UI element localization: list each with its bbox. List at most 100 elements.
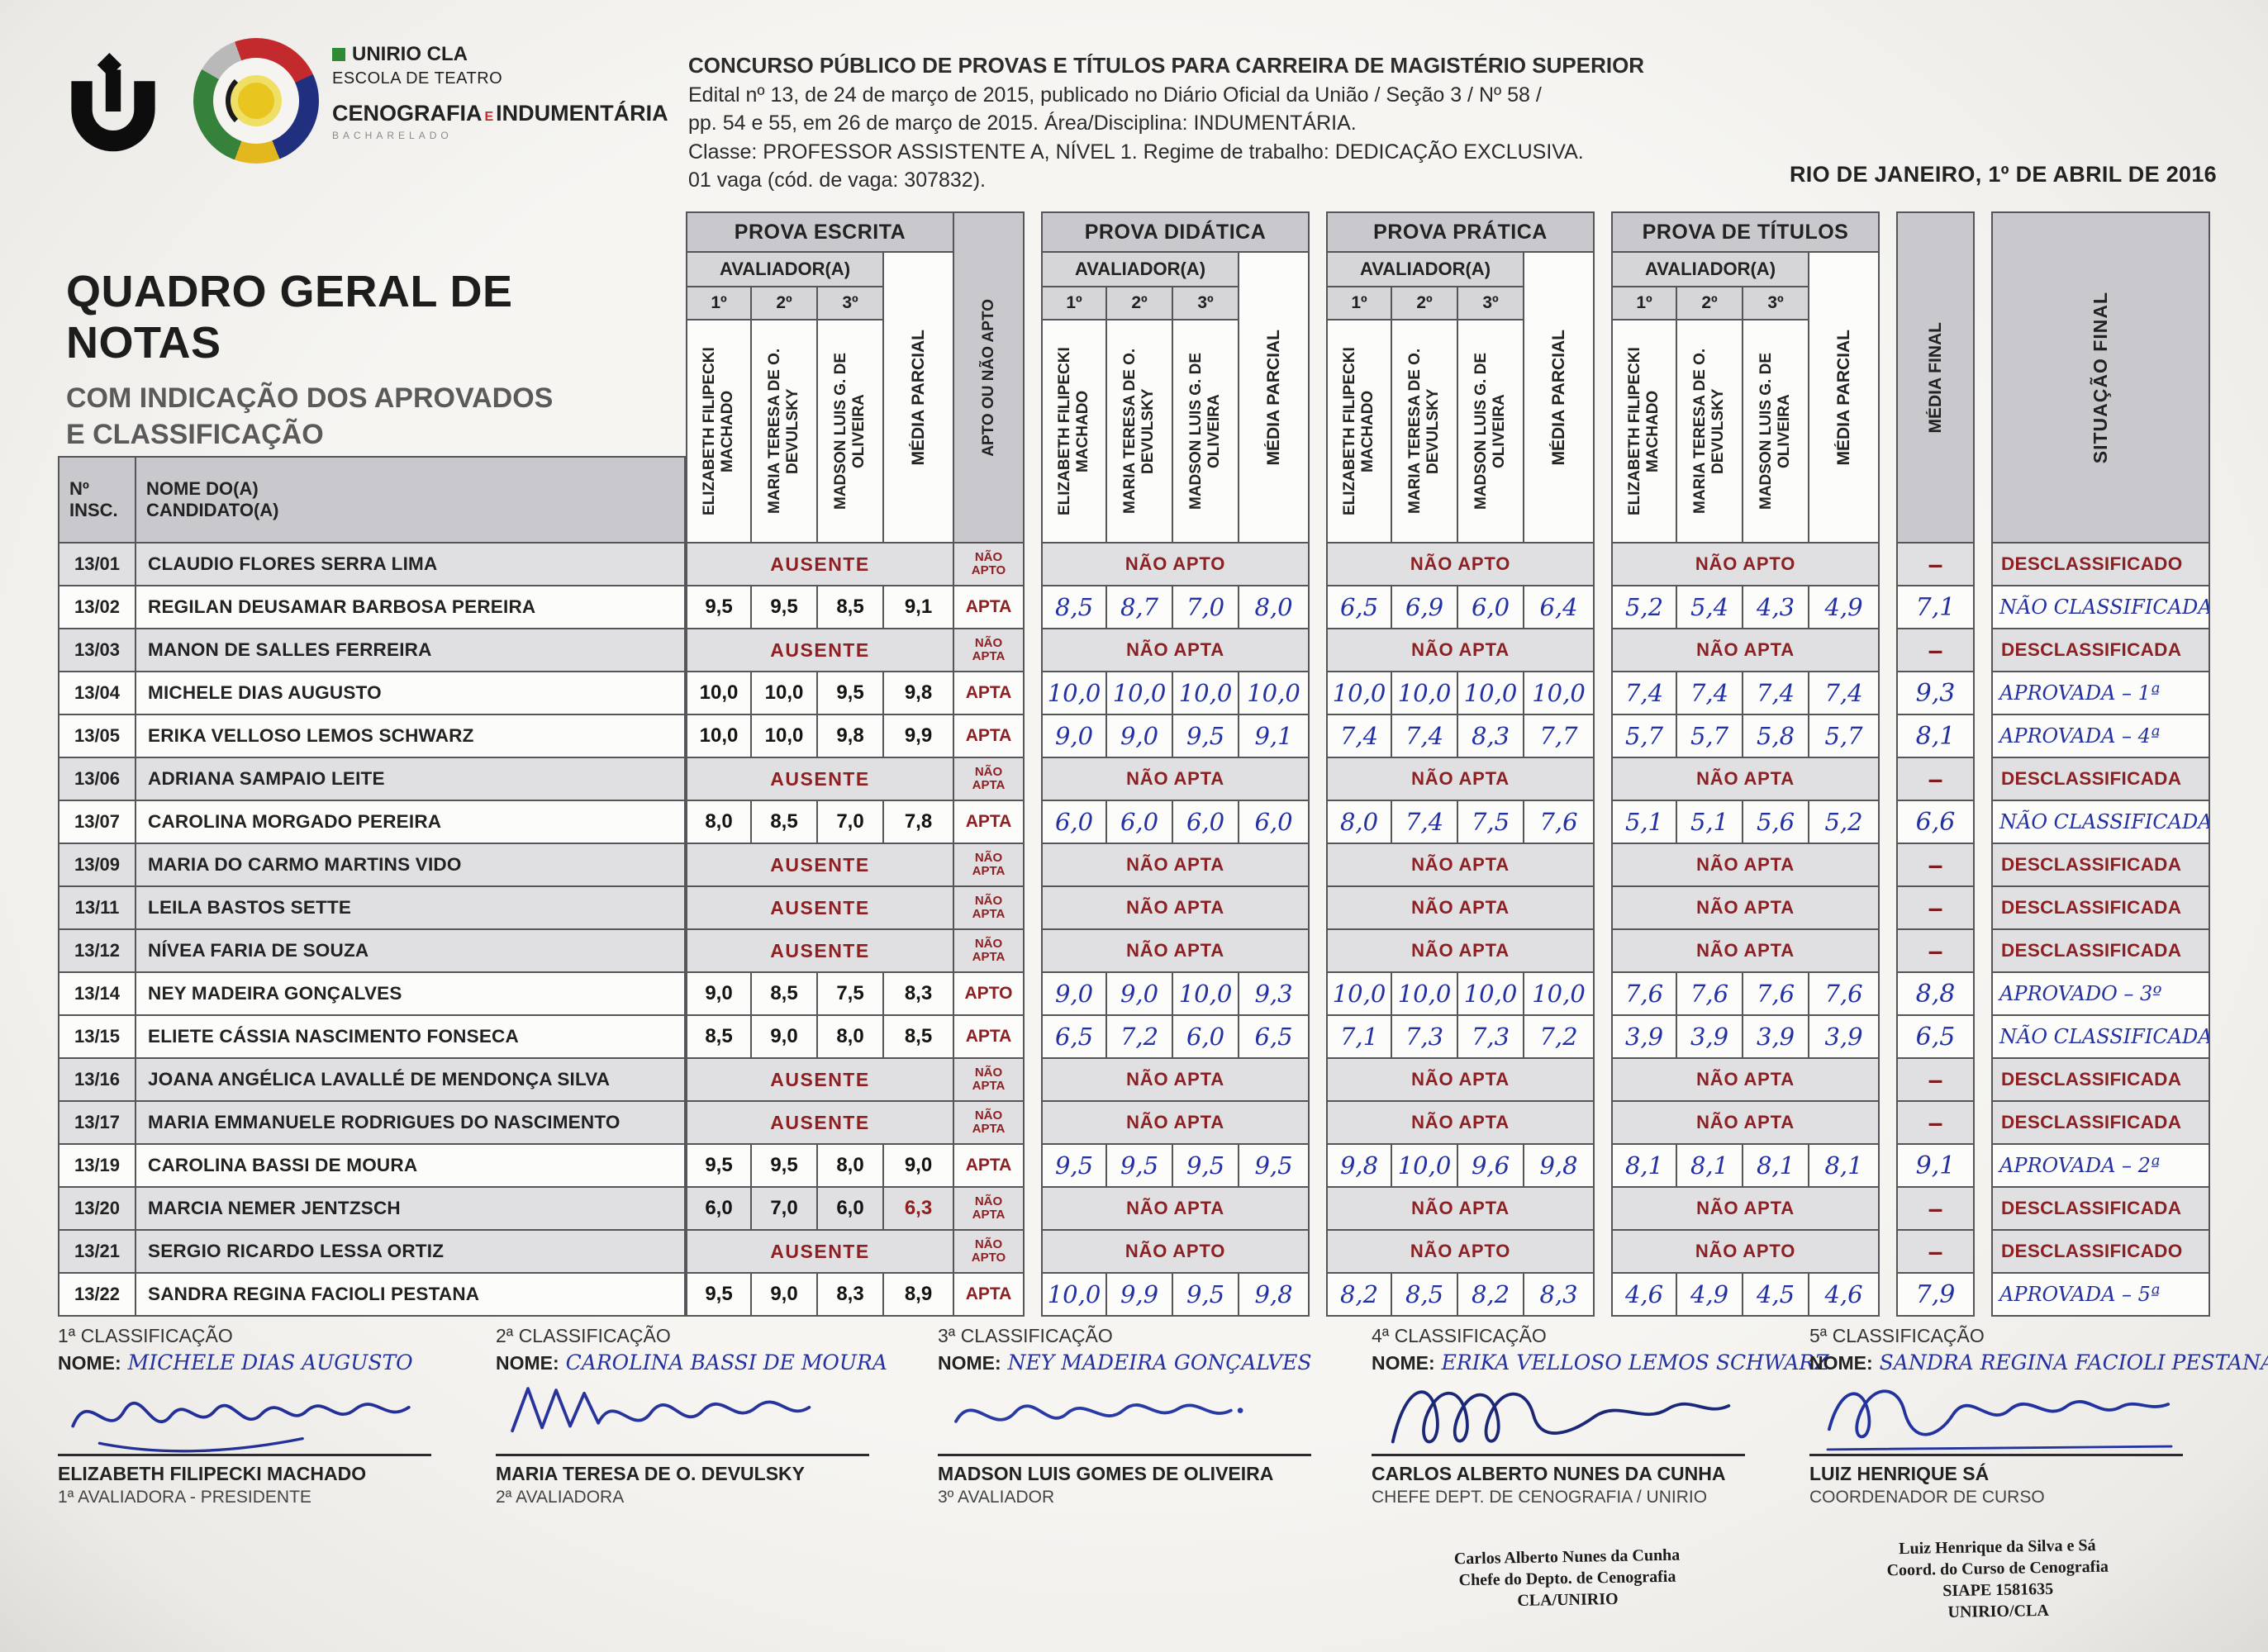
nao-apto-cell: NÃO APTO bbox=[1041, 544, 1310, 586]
score-cell-didatica: 10,0 bbox=[1173, 973, 1239, 1016]
nome-header-pad: NOME DO(A) CANDIDATO(A) bbox=[136, 211, 686, 544]
nao-apto-cell: NÃO APTA bbox=[1611, 1059, 1880, 1102]
apto-cell: NÃO APTA bbox=[954, 844, 1025, 887]
media-parcial-cell: 8,9 bbox=[884, 1274, 954, 1317]
score-cell-pratica: 6,9 bbox=[1392, 586, 1458, 629]
media-parcial-cell: 7,8 bbox=[884, 801, 954, 844]
media-parcial-cell: 7,4 bbox=[1809, 672, 1880, 715]
score-cell-escrita: 9,5 bbox=[818, 672, 884, 715]
score-cell-pratica: 8,2 bbox=[1326, 1274, 1392, 1317]
signer-name: LUIZ HENRIQUE SÁ bbox=[1809, 1463, 1990, 1484]
insc-cell: 13/19 bbox=[58, 1145, 136, 1188]
nao-apto-cell: NÃO APTO bbox=[1611, 1231, 1880, 1274]
media-parcial-cell: 6,0 bbox=[1239, 801, 1310, 844]
nome-header-line1: NOME DO(A) bbox=[146, 477, 259, 499]
candidate-name-cell: REGILAN DEUSAMAR BARBOSA PEREIRA bbox=[136, 586, 686, 629]
situacao-final-cell: DESCLASSIFICADO bbox=[1991, 544, 2210, 586]
score-cell-didatica: 9,0 bbox=[1107, 715, 1173, 758]
insc-cell: 13/06 bbox=[58, 758, 136, 801]
signature-line bbox=[1372, 1454, 1745, 1456]
score-cell-didatica: 7,2 bbox=[1107, 1016, 1173, 1059]
nao-apto-cell: NÃO APTA bbox=[1611, 758, 1880, 801]
score-cell-escrita: 9,5 bbox=[686, 1274, 752, 1317]
logo-course-conj: E bbox=[484, 109, 494, 124]
score-cell-pratica: 8,3 bbox=[1458, 715, 1524, 758]
media-final-cell: 9,1 bbox=[1896, 1145, 1975, 1188]
score-cell-didatica: 6,0 bbox=[1173, 801, 1239, 844]
nao-apto-cell: NÃO APTA bbox=[1326, 1059, 1595, 1102]
score-cell-pratica: 10,0 bbox=[1392, 1145, 1458, 1188]
signer-role: 3º AVALIADOR bbox=[938, 1488, 1055, 1507]
classification-name-handwritten: SANDRA REGINA FACIOLI PESTANA bbox=[1879, 1351, 2268, 1374]
situacao-final-cell: DESCLASSIFICADA bbox=[1991, 1188, 2210, 1231]
signer-role: 1ª AVALIADORA - PRESIDENTE bbox=[58, 1488, 311, 1507]
score-cell-escrita: 8,5 bbox=[818, 586, 884, 629]
insc-cell: 13/04 bbox=[58, 672, 136, 715]
media-final-label: MÉDIA FINAL bbox=[1925, 321, 1945, 434]
classification-label: 1ª CLASSIFICAÇÃO bbox=[58, 1325, 233, 1346]
media-parcial-cell: 7,7 bbox=[1524, 715, 1595, 758]
score-cell-pratica: 7,3 bbox=[1392, 1016, 1458, 1059]
signature-scribble bbox=[1372, 1376, 1768, 1462]
logo-degree: BACHARELADO bbox=[332, 130, 453, 142]
apto-cell: NÃO APTA bbox=[954, 758, 1025, 801]
candidate-column-header: NOME DO(A) CANDIDATO(A) bbox=[136, 456, 686, 544]
score-cell-didatica: 9,5 bbox=[1041, 1145, 1107, 1188]
score-cell-pratica: 10,0 bbox=[1458, 973, 1524, 1016]
classification-label: 2ª CLASSIFICAÇÃO bbox=[496, 1325, 671, 1346]
candidate-name-cell: MICHELE DIAS AUGUSTO bbox=[136, 672, 686, 715]
nao-apto-cell: NÃO APTA bbox=[1041, 844, 1310, 887]
ausente-cell: AUSENTE bbox=[686, 887, 954, 930]
score-cell-titulos: 5,7 bbox=[1611, 715, 1677, 758]
score-cell-pratica: 10,0 bbox=[1458, 672, 1524, 715]
score-cell-pratica: 8,0 bbox=[1326, 801, 1392, 844]
media-final-cell: 6,5 bbox=[1896, 1016, 1975, 1059]
score-cell-titulos: 3,9 bbox=[1677, 1016, 1743, 1059]
candidate-name-cell: ADRIANA SAMPAIO LEITE bbox=[136, 758, 686, 801]
media-parcial-cell: 8,0 bbox=[1239, 586, 1310, 629]
nome-label: NOME: bbox=[938, 1352, 1001, 1374]
situacao-final-cell: APROVADA – 2ª bbox=[1991, 1145, 2210, 1188]
page-title: QUADRO GERAL DE NOTAS bbox=[66, 267, 513, 368]
insc-cell: 13/14 bbox=[58, 973, 136, 1016]
media-final-header: MÉDIA FINAL bbox=[1896, 211, 1975, 544]
insc-header-pad: Nº INSC. bbox=[58, 211, 136, 544]
score-cell-didatica: 9,0 bbox=[1107, 973, 1173, 1016]
header-line-3: pp. 54 e 55, em 26 de março de 2015. Áre… bbox=[688, 112, 1357, 135]
media-parcial-label: MÉDIA PARCIAL bbox=[1263, 329, 1283, 466]
score-cell-titulos: 7,4 bbox=[1743, 672, 1809, 715]
apto-cell: NÃO APTA bbox=[954, 1059, 1025, 1102]
ordinal-header: 3º bbox=[1458, 287, 1524, 320]
apto-cell: APTA bbox=[954, 801, 1025, 844]
situacao-final-cell: DESCLASSIFICADO bbox=[1991, 1231, 2210, 1274]
nome-label: NOME: bbox=[58, 1352, 121, 1374]
insc-cell: 13/01 bbox=[58, 544, 136, 586]
insc-cell: 13/21 bbox=[58, 1231, 136, 1274]
score-cell-escrita: 8,0 bbox=[818, 1016, 884, 1059]
score-cell-escrita: 8,5 bbox=[752, 973, 818, 1016]
insc-cell: 13/20 bbox=[58, 1188, 136, 1231]
media-parcial-cell: 9,8 bbox=[1239, 1274, 1310, 1317]
nao-apto-cell: NÃO APTA bbox=[1326, 758, 1595, 801]
nao-apto-cell: NÃO APTA bbox=[1041, 1059, 1310, 1102]
situacao-final-cell: APROVADA – 5ª bbox=[1991, 1274, 2210, 1317]
score-cell-titulos: 5,4 bbox=[1677, 586, 1743, 629]
stamp-luiz: Luiz Henrique da Silva e Sá Coord. do Cu… bbox=[1815, 1533, 2180, 1626]
score-cell-pratica: 10,0 bbox=[1392, 973, 1458, 1016]
media-parcial-cell: 7,6 bbox=[1809, 973, 1880, 1016]
score-cell-didatica: 8,7 bbox=[1107, 586, 1173, 629]
signature-line bbox=[58, 1454, 431, 1456]
classification-label: 3ª CLASSIFICAÇÃO bbox=[938, 1325, 1113, 1346]
nao-apto-cell: NÃO APTO bbox=[1041, 1231, 1310, 1274]
score-cell-didatica: 9,0 bbox=[1041, 715, 1107, 758]
score-cell-escrita: 9,8 bbox=[818, 715, 884, 758]
date-line: RIO DE JANEIRO, 1º DE ABRIL DE 2016 bbox=[1789, 162, 2217, 187]
score-cell-pratica: 6,5 bbox=[1326, 586, 1392, 629]
document-header: CONCURSO PÚBLICO DE PROVAS E TÍTULOS PAR… bbox=[688, 51, 1861, 195]
score-cell-titulos: 7,6 bbox=[1611, 973, 1677, 1016]
ausente-cell: AUSENTE bbox=[686, 1059, 954, 1102]
candidate-name-cell: MARIA EMMANUELE RODRIGUES DO NASCIMENTO bbox=[136, 1102, 686, 1145]
score-cell-didatica: 9,0 bbox=[1041, 973, 1107, 1016]
evaluator-name-cell: MADSON LUIS G. DE OLIVEIRA bbox=[1743, 320, 1809, 544]
